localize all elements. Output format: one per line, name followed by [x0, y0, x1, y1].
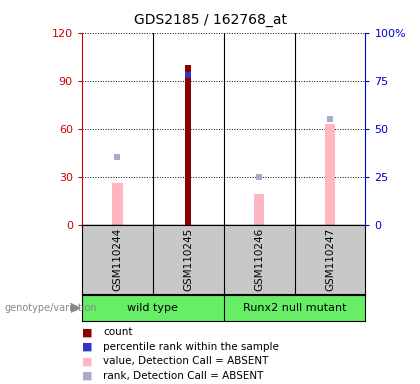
Text: ■: ■	[82, 371, 92, 381]
Text: value, Detection Call = ABSENT: value, Detection Call = ABSENT	[103, 356, 268, 366]
Bar	[254, 194, 265, 225]
Text: percentile rank within the sample: percentile rank within the sample	[103, 342, 279, 352]
Text: count: count	[103, 327, 132, 337]
Bar	[185, 65, 191, 225]
Text: GSM110245: GSM110245	[183, 228, 193, 291]
Text: ■: ■	[82, 342, 92, 352]
Text: Runx2 null mutant: Runx2 null mutant	[243, 303, 346, 313]
Bar	[112, 183, 123, 225]
Text: ■: ■	[82, 356, 92, 366]
Text: GSM110247: GSM110247	[325, 228, 335, 291]
Text: GSM110246: GSM110246	[254, 228, 264, 291]
Text: genotype/variation: genotype/variation	[4, 303, 97, 313]
Text: GDS2185 / 162768_at: GDS2185 / 162768_at	[134, 13, 286, 27]
Text: ■: ■	[82, 327, 92, 337]
Bar	[325, 124, 335, 225]
Text: GSM110244: GSM110244	[112, 228, 122, 291]
Text: rank, Detection Call = ABSENT: rank, Detection Call = ABSENT	[103, 371, 263, 381]
Text: wild type: wild type	[127, 303, 178, 313]
